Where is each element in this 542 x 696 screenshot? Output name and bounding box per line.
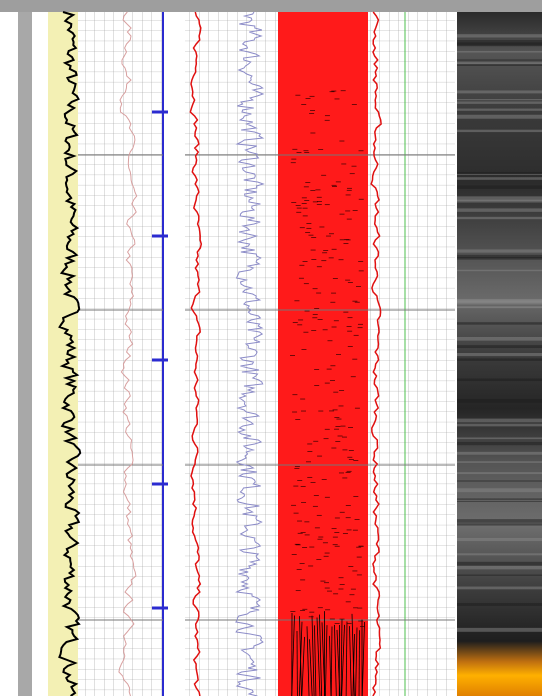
waveform-trace	[349, 626, 352, 696]
image-streak	[457, 129, 542, 133]
image-streak	[457, 269, 542, 272]
generated-curves	[58, 11, 542, 696]
grid-track-1	[78, 12, 163, 696]
waveform-trace	[352, 634, 355, 696]
image-streak	[457, 34, 542, 38]
image-streak	[457, 441, 542, 446]
image-streak	[457, 249, 542, 253]
waveform-trace	[311, 615, 315, 696]
image-streak	[457, 586, 542, 590]
image-streak	[457, 306, 542, 308]
image-streak	[457, 256, 542, 260]
image-streak	[457, 378, 542, 382]
image-streak	[457, 437, 542, 440]
image-streak	[457, 200, 542, 202]
image-streak	[457, 299, 542, 304]
top-border	[0, 0, 542, 12]
image-streak	[457, 352, 542, 357]
image-streak	[457, 603, 542, 606]
lithology-track	[48, 12, 78, 696]
dense-waveform	[278, 12, 368, 696]
image-streak	[457, 108, 542, 111]
image-streak	[457, 498, 542, 500]
image-streak	[457, 196, 542, 200]
waveform-trace	[309, 639, 313, 696]
image-streak	[457, 64, 542, 66]
image-streak	[457, 627, 542, 632]
image-streak	[457, 480, 542, 482]
image-streak	[457, 40, 542, 43]
image-streak	[457, 99, 542, 101]
image-streak	[457, 519, 542, 523]
waveform-trace	[334, 624, 337, 696]
image-streak	[457, 59, 542, 61]
waveform-trace	[340, 619, 343, 696]
image-streak	[457, 51, 542, 53]
image-streak	[457, 423, 542, 427]
image-streak	[457, 561, 542, 566]
image-streak	[457, 500, 542, 502]
waveform-trace	[298, 621, 303, 696]
waveform-trace	[291, 615, 295, 696]
image-streak	[457, 216, 542, 220]
left-strip	[18, 12, 32, 696]
image-streak	[457, 345, 542, 349]
waveform-trace	[351, 613, 355, 696]
waveform-trace	[319, 614, 323, 696]
waveform-trace	[316, 617, 321, 696]
image-streak	[457, 177, 542, 180]
image-streak	[457, 472, 542, 475]
waveform-trace	[330, 626, 333, 696]
waveform-trace	[314, 625, 317, 696]
image-streak	[457, 399, 542, 403]
waveform-trace	[329, 635, 332, 696]
image-streak	[457, 254, 542, 259]
image-streak	[457, 90, 542, 94]
image-streak	[457, 322, 542, 325]
image-streak	[457, 553, 542, 556]
image-streak	[457, 574, 542, 576]
gamma-curve	[58, 11, 82, 696]
faint-curve	[118, 11, 138, 696]
image-streak	[457, 171, 542, 175]
waveform-trace	[345, 621, 348, 696]
waveform-trace	[301, 636, 305, 696]
image-streak	[457, 537, 542, 542]
image-streak	[457, 114, 542, 119]
waveform-trace	[355, 627, 358, 696]
image-streak	[457, 101, 542, 104]
image-streak	[457, 451, 542, 455]
image-streak	[457, 488, 542, 493]
image-streak	[457, 42, 542, 46]
image-streak	[457, 185, 542, 189]
image-streak	[457, 523, 542, 526]
image-streak	[457, 62, 542, 65]
image-streak	[457, 173, 542, 175]
image-streak	[457, 418, 542, 423]
waveform-trace	[324, 625, 328, 696]
image-streak	[457, 565, 542, 570]
image-streak	[457, 208, 542, 212]
image-streak	[457, 461, 542, 463]
red-curve-right	[370, 11, 382, 696]
waveform-trace	[361, 622, 365, 696]
red-curve-left	[189, 11, 203, 696]
image-streak	[457, 358, 542, 361]
image-streak	[457, 336, 542, 341]
waveform-trace	[341, 624, 345, 696]
blue-noise-curve	[235, 11, 265, 696]
waveform-trace	[306, 626, 310, 696]
